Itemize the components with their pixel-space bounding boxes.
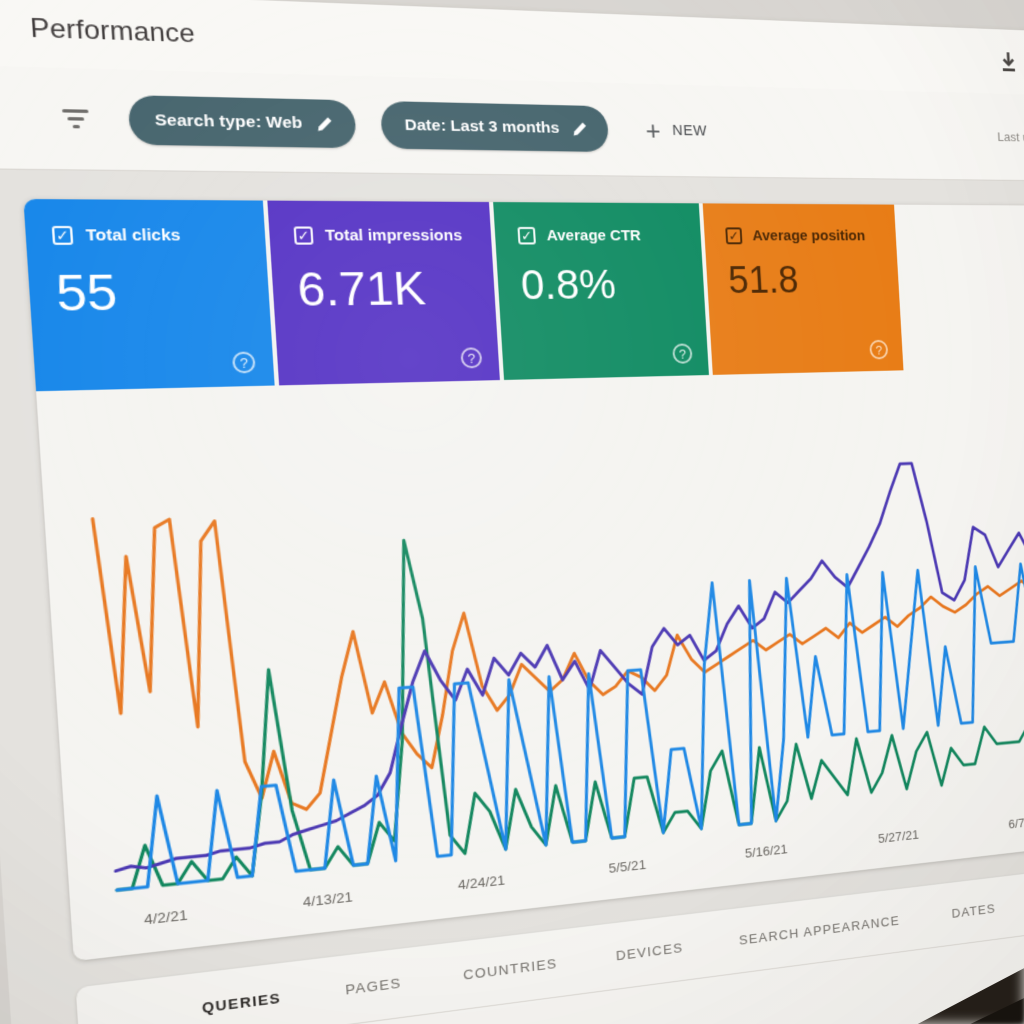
- filter-bar: Search type: Web Date: Last 3 months + N: [0, 64, 1024, 184]
- tab-search-appearance[interactable]: SEARCH APPEARANCE: [738, 912, 901, 948]
- metric-tile-total-clicks[interactable]: ✓ Total clicks 55 ?: [23, 199, 275, 392]
- search-type-chip-label: Search type: Web: [154, 110, 303, 132]
- chart-area: 4/2/21 4/13/21 4/24/21 5/5/21 5/16/21 5/27/21…: [86, 387, 1024, 944]
- tab-dates[interactable]: DATES: [951, 901, 997, 921]
- tab-pages[interactable]: PAGES: [344, 974, 403, 998]
- metric-label: Average CTR: [546, 227, 642, 245]
- help-icon[interactable]: ?: [869, 339, 889, 360]
- metric-label: Total clicks: [85, 226, 181, 245]
- tab-devices[interactable]: DEVICES: [615, 939, 684, 964]
- performance-chart[interactable]: [86, 388, 1024, 894]
- metric-value: 51.8: [727, 259, 800, 302]
- checkbox-checked-icon[interactable]: ✓: [293, 226, 314, 245]
- metric-tile-average-ctr[interactable]: ✓ Average CTR 0.8% ?: [493, 202, 709, 380]
- checkbox-checked-icon[interactable]: ✓: [51, 225, 74, 245]
- last-updated-text: Last updated: 5 hour: [996, 129, 1024, 146]
- plus-icon: +: [644, 114, 662, 146]
- x-tick-label: 5/27/21: [877, 827, 920, 846]
- metric-value: 55: [54, 263, 119, 322]
- date-range-chip-label: Date: Last 3 months: [404, 115, 560, 137]
- date-range-chip[interactable]: Date: Last 3 months: [379, 100, 610, 153]
- x-tick-label: 6/7/21: [1007, 813, 1024, 832]
- chart-series-clicks: [87, 403, 1024, 890]
- metric-label: Average position: [751, 227, 866, 245]
- help-icon[interactable]: ?: [672, 343, 693, 364]
- help-icon[interactable]: ?: [460, 347, 483, 369]
- metric-tile-average-position[interactable]: ✓ Average position 51.8 ?: [702, 203, 904, 375]
- export-download-button[interactable]: [988, 40, 1024, 83]
- x-tick-label: 5/5/21: [608, 856, 647, 876]
- x-tick-label: 4/24/21: [457, 872, 506, 893]
- filter-icon[interactable]: [62, 109, 90, 129]
- performance-card: ✓ Total clicks 55 ? ✓ Total impressions …: [23, 199, 1024, 962]
- pencil-icon: [315, 115, 334, 132]
- pencil-icon: [571, 120, 588, 137]
- new-filter-label: NEW: [671, 122, 708, 140]
- search-type-chip[interactable]: Search type: Web: [127, 95, 357, 149]
- metric-value: 6.71K: [295, 261, 428, 317]
- checkbox-checked-icon[interactable]: ✓: [517, 226, 536, 245]
- help-icon[interactable]: ?: [231, 351, 256, 374]
- metric-label: Total impressions: [324, 226, 463, 245]
- metric-tiles: ✓ Total clicks 55 ? ✓ Total impressions …: [23, 199, 1024, 392]
- checkbox-checked-icon[interactable]: ✓: [725, 227, 743, 245]
- new-filter-button[interactable]: + NEW: [644, 114, 708, 146]
- tab-countries[interactable]: COUNTRIES: [462, 955, 558, 983]
- metric-tile-total-impressions[interactable]: ✓ Total impressions 6.71K ?: [267, 200, 500, 386]
- page-title: Performance: [29, 13, 196, 49]
- x-tick-label: 4/13/21: [302, 888, 354, 911]
- x-tick-label: 5/16/21: [744, 841, 788, 861]
- x-tick-label: 4/2/21: [143, 906, 189, 928]
- tab-queries[interactable]: QUERIES: [201, 989, 282, 1016]
- metric-value: 0.8%: [519, 260, 618, 309]
- chart-series-position: [93, 468, 1024, 828]
- download-icon: [998, 50, 1018, 73]
